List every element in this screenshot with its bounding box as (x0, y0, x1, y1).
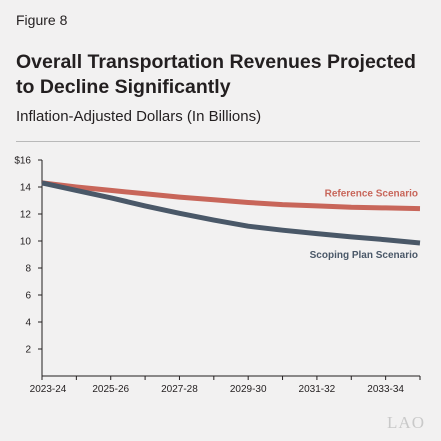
y-tick-label: 4 (25, 318, 31, 329)
x-tick-label: 2027-28 (161, 384, 198, 395)
scoping-plan-scenario-label: Scoping Plan Scenario (310, 250, 418, 261)
y-tick-label: 12 (20, 210, 32, 221)
y-tick-label: 8 (25, 264, 31, 275)
chart-axes: 2 4 6 8 10 12 14 $16 2023-24 2025-26 2027-28 2029-3… (14, 156, 421, 395)
y-tick-label: 6 (25, 291, 31, 302)
y-tick-label: 10 (20, 237, 32, 248)
lao-logo-watermark: LAO (387, 413, 425, 432)
chart-title: Overall Transportation Revenues Projecte… (16, 51, 416, 98)
title-divider (16, 141, 420, 142)
series-layer: Reference Scenario Scoping Plan Scenario (41, 180, 421, 261)
x-tick-label: 2025-26 (92, 384, 129, 395)
reference-scenario-line (41, 180, 421, 212)
figure-label: Figure 8 (16, 12, 68, 28)
y-tick-label: $16 (14, 156, 31, 167)
x-tick-label: 2033-34 (367, 384, 404, 395)
y-tick-label: 2 (25, 345, 31, 356)
x-tick-label: 2029-30 (230, 384, 267, 395)
y-tick-label: 14 (20, 183, 32, 194)
x-tick-label: 2031-32 (299, 384, 336, 395)
reference-scenario-label: Reference Scenario (325, 189, 418, 200)
chart-subtitle: Inflation-Adjusted Dollars (In Billions) (16, 108, 262, 125)
x-tick-label: 2023-24 (30, 384, 67, 395)
scoping-plan-scenario-line (41, 180, 421, 246)
